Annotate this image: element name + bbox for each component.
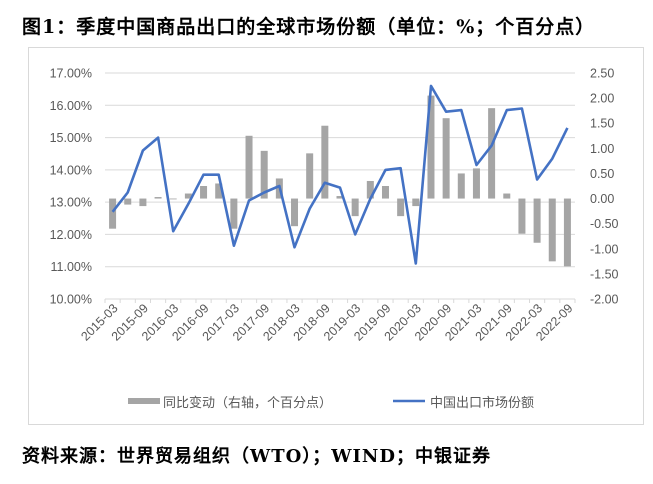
bar [381, 186, 389, 199]
left-axis-tick-label: 13.00% [50, 196, 92, 210]
left-axis-tick-label: 14.00% [50, 163, 92, 177]
bar [548, 198, 556, 262]
figure-title: 图1：季度中国商品出口的全球市场份额（单位：%；个百分点） [22, 16, 596, 38]
bar [563, 198, 571, 267]
left-axis-tick-label: 10.00% [50, 293, 92, 307]
market-share-line [111, 84, 569, 265]
bar [533, 198, 541, 243]
left-axis-tick-label: 15.00% [50, 131, 92, 145]
bar [184, 193, 192, 199]
right-axis-tick-label: 0.00 [590, 192, 614, 206]
line-series [111, 84, 569, 265]
right-axis-tick-label: -0.50 [590, 217, 619, 231]
left-axis-tick-label: 11.00% [51, 260, 92, 274]
right-axis-ticks: 2.50 2.00 1.50 1.00 0.50 0.00 -0.50 -1.00 -1.50 -… [590, 67, 619, 307]
bar [336, 196, 344, 199]
bar [109, 198, 117, 229]
source-note: 资料来源：世界贸易组织（WTO）；WIND；中银证券 [22, 446, 491, 467]
x-axis [104, 298, 576, 303]
bar [488, 108, 496, 199]
legend: 同比变动（右轴，个百分点） 中国出口市场份额 [128, 395, 534, 410]
bar [427, 95, 435, 199]
right-axis-tick-label: -1.50 [590, 267, 619, 281]
legend-bar-swatch [128, 398, 160, 404]
bar [457, 173, 465, 199]
bar [518, 198, 526, 234]
bar [321, 125, 329, 199]
bar [397, 198, 405, 217]
bar [230, 198, 238, 229]
bar [200, 186, 208, 199]
bar [169, 198, 177, 200]
left-axis-tick-label: 16.00% [50, 99, 92, 113]
bar [260, 150, 268, 199]
bar [139, 198, 147, 207]
bar [472, 168, 480, 199]
legend-bar-label: 同比变动（右轴，个百分点） [163, 395, 332, 410]
bar [412, 198, 420, 207]
bar [351, 198, 359, 217]
right-axis-tick-label: 2.00 [590, 92, 614, 106]
left-axis-tick-label: 12.00% [50, 228, 92, 242]
right-axis-tick-label: -1.00 [590, 242, 619, 256]
bar [154, 197, 162, 199]
chart-frame [28, 47, 644, 425]
bar [503, 193, 511, 199]
right-axis-tick-label: -2.00 [590, 293, 619, 307]
bar [442, 118, 450, 199]
right-axis-tick-label: 1.00 [590, 142, 614, 156]
left-axis-tick-label: 17.00% [50, 67, 92, 81]
bar [306, 153, 314, 199]
gridlines [105, 72, 575, 268]
bar [215, 183, 223, 199]
bar [245, 135, 253, 199]
left-axis-ticks: 17.00% 16.00% 15.00% 14.00% 13.00% 12.00% 11.0… [50, 67, 92, 307]
right-axis-tick-label: 0.50 [590, 167, 614, 181]
legend-line-label: 中国出口市场份额 [430, 395, 534, 410]
right-axis-tick-label: 2.50 [590, 67, 614, 81]
bar [366, 180, 374, 199]
bar [291, 198, 299, 227]
right-axis-tick-label: 1.50 [590, 117, 614, 131]
bar [124, 198, 132, 205]
x-axis-labels: 2015-032015-092016-032016-092017-032017-… [78, 301, 575, 343]
